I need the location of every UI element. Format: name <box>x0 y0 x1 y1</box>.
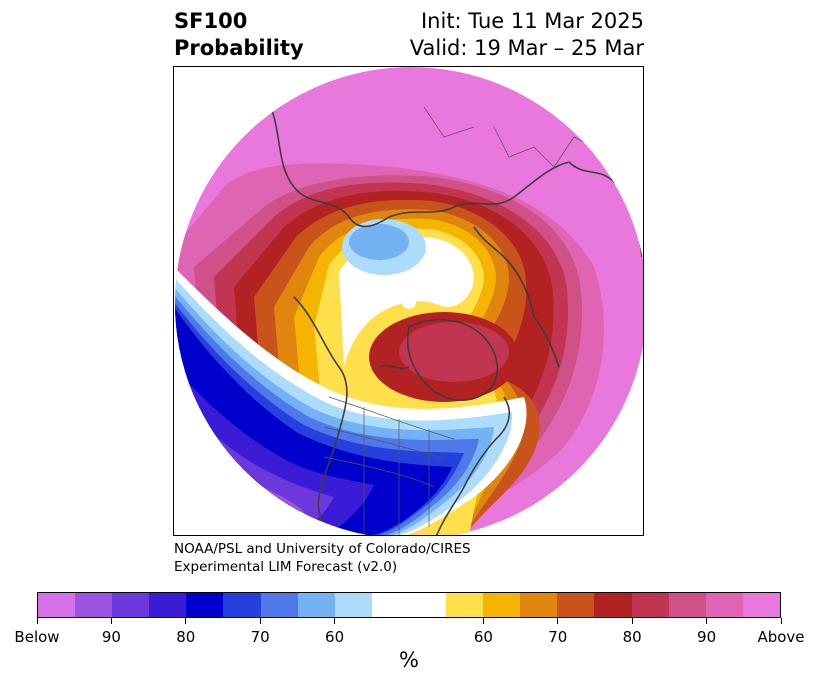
colorbar-tick-label: 90 <box>101 628 121 646</box>
colorbar-tick <box>334 618 336 624</box>
colorbar-tick <box>557 618 559 624</box>
colorbar-bin-14 <box>594 593 632 617</box>
colorbar-tick <box>780 618 782 624</box>
colorbar-bin-10 <box>446 593 484 617</box>
field-below-65-arctic <box>349 224 409 260</box>
colorbar-bin-15 <box>631 593 669 617</box>
colorbar-bin-17 <box>705 593 743 617</box>
colorbar-bin-4 <box>186 593 224 617</box>
colorbar-tick <box>110 618 112 624</box>
colorbar-bin-9 <box>371 593 447 617</box>
credit-line-2: Experimental LIM Forecast (v2.0) <box>174 559 398 575</box>
colorbar-bin-13 <box>557 593 595 617</box>
colorbar-tick <box>631 618 633 624</box>
map-panel <box>173 66 644 536</box>
colorbar <box>37 592 781 618</box>
colorbar-bin-18 <box>742 593 780 617</box>
title-metric: Probability <box>174 36 304 60</box>
probability-map <box>175 67 643 535</box>
credit-line-1: NOAA/PSL and University of Colorado/CIRE… <box>174 541 471 557</box>
colorbar-tick <box>482 618 484 624</box>
colorbar-tick <box>185 618 187 624</box>
colorbar-tick <box>706 618 708 624</box>
colorbar-bin-0 <box>38 593 76 617</box>
colorbar-tick <box>36 618 38 624</box>
colorbar-tick-label: 80 <box>622 628 642 646</box>
colorbar-bin-7 <box>297 593 335 617</box>
colorbar-bin-12 <box>520 593 558 617</box>
colorbar-bin-2 <box>112 593 150 617</box>
colorbar-bin-1 <box>75 593 113 617</box>
colorbar-bin-11 <box>483 593 521 617</box>
colorbar-tick-label: 70 <box>548 628 568 646</box>
colorbar-tick-label: 90 <box>697 628 717 646</box>
init-date: Init: Tue 11 Mar 2025 <box>420 9 644 33</box>
colorbar-tick-label: 70 <box>250 628 270 646</box>
colorbar-tick-label: 80 <box>176 628 196 646</box>
colorbar-bin-5 <box>223 593 261 617</box>
colorbar-tick-label: 60 <box>325 628 345 646</box>
colorbar-bin-6 <box>260 593 298 617</box>
colorbar-unit-label: % <box>399 648 419 672</box>
colorbar-tick <box>259 618 261 624</box>
colorbar-bin-3 <box>149 593 187 617</box>
colorbar-tick-label: 60 <box>473 628 493 646</box>
valid-range: Valid: 19 Mar – 25 Mar <box>409 36 644 60</box>
title-variable: SF100 <box>174 9 248 33</box>
colorbar-tick-label: Below <box>14 628 60 646</box>
colorbar-bin-16 <box>668 593 706 617</box>
field-above-greenland-85 <box>399 322 509 382</box>
colorbar-bin-8 <box>334 593 372 617</box>
pole-marker <box>402 295 416 309</box>
colorbar-tick-label: Above <box>757 628 805 646</box>
